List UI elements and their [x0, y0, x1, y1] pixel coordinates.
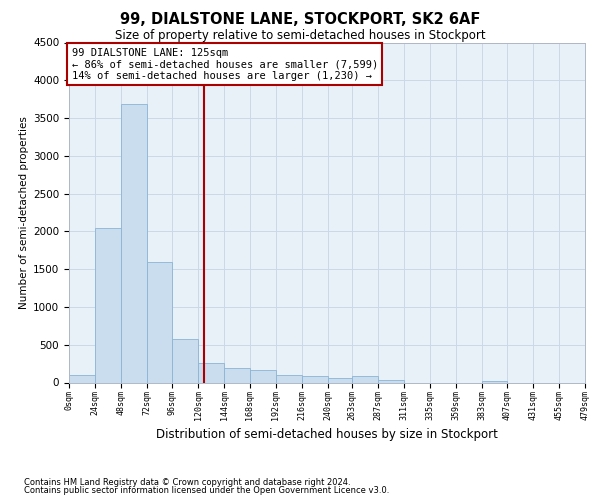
Bar — [302, 376, 328, 382]
Bar — [69, 376, 95, 382]
Bar — [482, 380, 508, 382]
Bar — [276, 374, 302, 382]
Bar — [146, 262, 172, 382]
Bar — [224, 368, 250, 382]
Text: Contains public sector information licensed under the Open Government Licence v3: Contains public sector information licen… — [24, 486, 389, 495]
Text: 99, DIALSTONE LANE, STOCKPORT, SK2 6AF: 99, DIALSTONE LANE, STOCKPORT, SK2 6AF — [120, 12, 480, 28]
Bar — [172, 338, 198, 382]
Text: 99 DIALSTONE LANE: 125sqm
← 86% of semi-detached houses are smaller (7,599)
14% : 99 DIALSTONE LANE: 125sqm ← 86% of semi-… — [71, 48, 378, 81]
Y-axis label: Number of semi-detached properties: Number of semi-detached properties — [19, 116, 29, 309]
Bar — [250, 370, 276, 382]
Bar — [378, 380, 404, 382]
Bar — [95, 228, 121, 382]
Bar — [198, 363, 224, 382]
Bar — [328, 378, 352, 382]
Text: Contains HM Land Registry data © Crown copyright and database right 2024.: Contains HM Land Registry data © Crown c… — [24, 478, 350, 487]
Bar — [352, 376, 378, 382]
Bar — [121, 104, 146, 382]
X-axis label: Distribution of semi-detached houses by size in Stockport: Distribution of semi-detached houses by … — [156, 428, 498, 442]
Text: Size of property relative to semi-detached houses in Stockport: Size of property relative to semi-detach… — [115, 29, 485, 42]
